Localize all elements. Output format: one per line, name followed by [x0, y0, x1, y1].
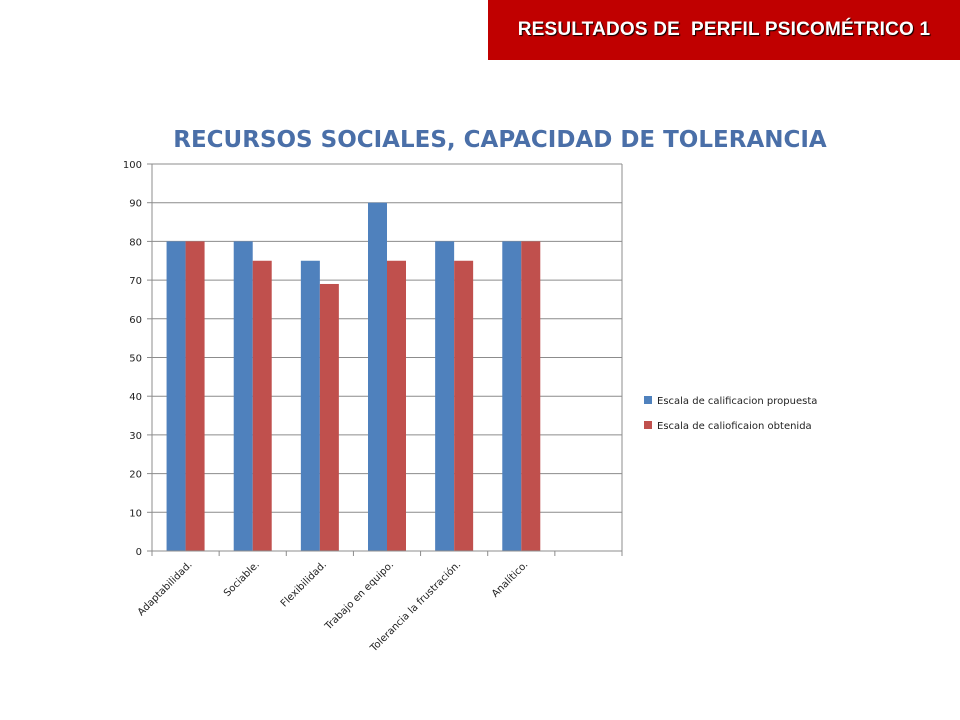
- legend-swatch: [644, 421, 652, 429]
- legend-label: Escala de calificacion propuesta: [657, 396, 817, 407]
- bar-series-1: [300, 260, 320, 551]
- bar-series-1: [435, 241, 455, 551]
- bar-series-2: [454, 260, 474, 551]
- x-tick-label: Analítico.: [489, 559, 530, 600]
- legend-label: Escala de calioficaion obtenida: [657, 421, 812, 432]
- bar-series-1: [502, 241, 522, 551]
- y-tick-label: 60: [129, 315, 142, 326]
- y-tick-label: 70: [129, 276, 142, 287]
- legend: Escala de calificacion propuesta Escala d…: [644, 396, 817, 432]
- bar-series-2: [319, 283, 339, 551]
- y-tick-label: 80: [129, 237, 142, 248]
- bar-series-1: [368, 202, 387, 551]
- bar-series-2: [521, 241, 541, 551]
- legend-swatch: [644, 396, 652, 404]
- x-tick-label: Flexibilidad.: [279, 559, 329, 609]
- bar-series-1: [166, 241, 186, 551]
- bar-series-2: [185, 241, 205, 551]
- bar-series-2: [252, 260, 272, 551]
- y-tick-label: 40: [129, 392, 142, 403]
- slide-title-banner: RESULTADOS DE PERFIL PSICOMÉTRICO 1: [488, 0, 960, 60]
- chart-title: RECURSOS SOCIALES, CAPACIDAD DE TOLERANC…: [173, 127, 827, 153]
- bar-series-1: [233, 241, 253, 551]
- y-tick-label: 30: [129, 431, 142, 442]
- bars: [166, 202, 541, 551]
- y-tick-label: 90: [129, 199, 142, 210]
- y-tick-label: 50: [129, 354, 142, 365]
- y-tick-label: 100: [123, 160, 142, 171]
- slide-title: RESULTADOS DE PERFIL PSICOMÉTRICO 1: [517, 19, 931, 40]
- y-tick-label: 20: [129, 470, 142, 481]
- x-tick-label: Sociable.: [222, 559, 262, 599]
- x-tick-label: Trabajo en equipo.: [322, 559, 396, 633]
- bar-series-2: [387, 260, 406, 551]
- x-tick-label: Adaptabilidad.: [136, 559, 195, 618]
- y-tick-label: 10: [129, 508, 142, 519]
- y-tick-label: 0: [136, 547, 142, 558]
